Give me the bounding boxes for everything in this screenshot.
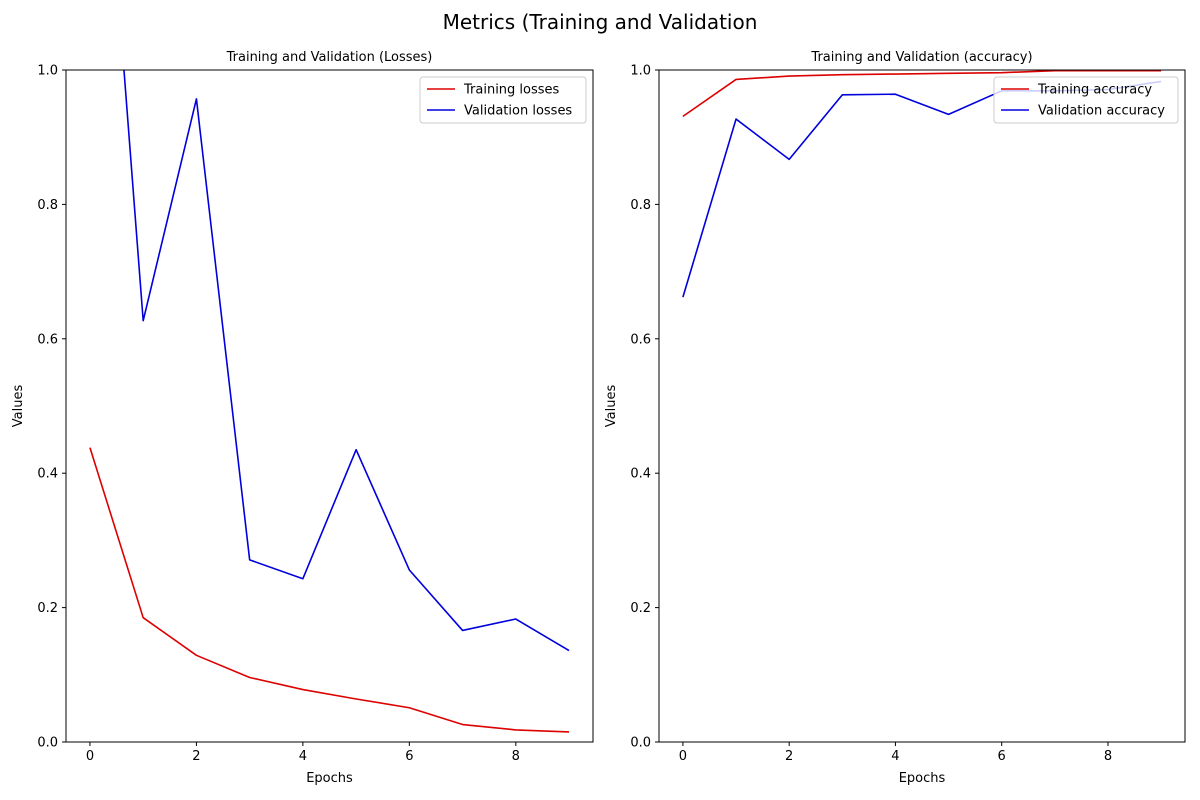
chart-title: Training and Validation (accuracy) xyxy=(810,50,1032,65)
y-tick-label: 0.6 xyxy=(630,332,651,347)
series-line-validation xyxy=(123,70,570,652)
x-tick-label: 8 xyxy=(1104,749,1112,764)
y-axis-label: Values xyxy=(604,385,619,428)
legend-box xyxy=(419,76,587,124)
legend-box xyxy=(993,76,1179,124)
y-tick-label: 0.8 xyxy=(630,198,651,213)
x-tick-label: 2 xyxy=(785,749,793,764)
x-axis-label: Epochs xyxy=(306,771,353,786)
legend: Training accuracy Validation accuracy xyxy=(993,76,1179,124)
x-tick-label: 6 xyxy=(405,749,413,764)
y-axis-label: Values xyxy=(11,385,26,428)
y-tick-label: 1.0 xyxy=(37,64,58,79)
y-tick-label: 0.0 xyxy=(37,736,58,751)
legend-label: Validation losses xyxy=(464,104,572,119)
y-tick-label: 0.2 xyxy=(37,601,58,616)
series-line-training xyxy=(682,70,1162,118)
x-axis-label: Epochs xyxy=(899,771,946,786)
figure-suptitle: Metrics (Training and Validation xyxy=(442,10,758,34)
x-tick-label: 4 xyxy=(891,749,899,764)
x-tick-label: 0 xyxy=(86,749,94,764)
x-tick-label: 8 xyxy=(512,749,520,764)
y-tick-label: 0.8 xyxy=(37,198,58,213)
y-tick-label: 0.4 xyxy=(630,467,651,482)
series-line-training xyxy=(89,447,570,733)
legend-label: Training accuracy xyxy=(1037,83,1152,98)
y-tick-label: 0.6 xyxy=(37,332,58,347)
chart-panel-2: Training and Validation (accuracy) 0 2 4 6 8 0… xyxy=(604,50,1186,786)
x-tick-label: 4 xyxy=(299,749,307,764)
legend: Training losses Validation losses xyxy=(419,76,587,124)
y-tick-label: 0.0 xyxy=(630,736,651,751)
y-tick-label: 0.4 xyxy=(37,467,58,482)
x-tick-label: 6 xyxy=(998,749,1006,764)
chart-panel-1: Training and Validation (Losses) 0 2 4 6 8 0.0… xyxy=(11,50,594,786)
legend-label: Validation accuracy xyxy=(1038,104,1165,119)
plot-frame xyxy=(65,69,594,743)
legend-label: Training losses xyxy=(463,83,560,98)
chart-title: Training and Validation (Losses) xyxy=(226,50,433,65)
plot-frame xyxy=(658,69,1186,743)
x-tick-label: 2 xyxy=(192,749,200,764)
y-tick-label: 1.0 xyxy=(630,64,651,79)
y-tick-label: 0.2 xyxy=(630,601,651,616)
x-tick-label: 0 xyxy=(679,749,687,764)
